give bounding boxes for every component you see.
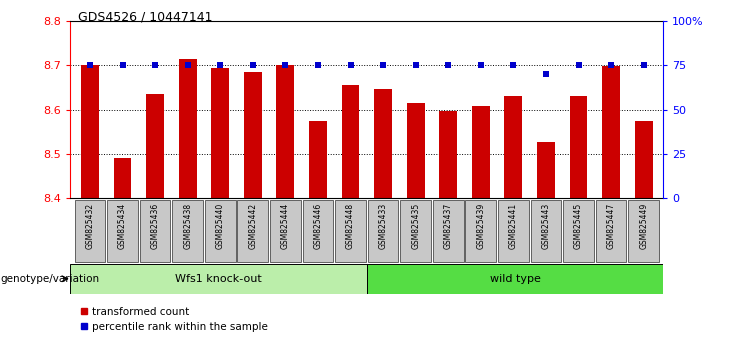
Bar xyxy=(374,88,392,198)
Bar xyxy=(400,200,431,262)
Text: GSM825437: GSM825437 xyxy=(444,202,453,249)
Bar xyxy=(465,200,496,262)
Point xyxy=(345,63,356,68)
Point xyxy=(214,63,226,68)
Bar xyxy=(302,200,333,262)
Text: wild type: wild type xyxy=(490,274,540,284)
Legend: transformed count, percentile rank within the sample: transformed count, percentile rank withi… xyxy=(76,303,272,336)
Bar xyxy=(107,200,138,262)
Bar xyxy=(498,200,528,262)
Bar xyxy=(81,65,99,198)
Text: GSM825438: GSM825438 xyxy=(183,202,192,249)
Bar xyxy=(635,121,653,198)
Point xyxy=(442,63,454,68)
Point xyxy=(573,63,585,68)
Bar xyxy=(237,200,268,262)
Point xyxy=(312,63,324,68)
Point xyxy=(279,63,291,68)
Point xyxy=(508,63,519,68)
Point xyxy=(116,63,128,68)
Bar xyxy=(270,200,301,262)
Bar xyxy=(367,264,663,294)
Text: GSM825445: GSM825445 xyxy=(574,202,583,249)
Bar xyxy=(563,200,594,262)
Bar xyxy=(472,106,490,198)
Bar xyxy=(75,200,105,262)
Bar xyxy=(211,68,229,198)
Point xyxy=(410,63,422,68)
Bar xyxy=(505,96,522,198)
Point xyxy=(247,63,259,68)
Bar xyxy=(433,200,464,262)
Text: GSM825446: GSM825446 xyxy=(313,202,322,249)
Text: GSM825436: GSM825436 xyxy=(150,202,159,249)
Bar xyxy=(113,159,131,198)
Point xyxy=(84,63,96,68)
Text: GSM825443: GSM825443 xyxy=(542,202,551,249)
Bar xyxy=(342,85,359,198)
Point xyxy=(540,72,552,77)
Bar xyxy=(140,200,170,262)
Text: GSM825435: GSM825435 xyxy=(411,202,420,249)
Bar xyxy=(244,72,262,198)
Bar xyxy=(335,200,366,262)
Text: GSM825449: GSM825449 xyxy=(639,202,648,249)
Point xyxy=(149,63,161,68)
Bar xyxy=(439,111,457,198)
Text: genotype/variation: genotype/variation xyxy=(1,274,100,284)
Text: GSM825439: GSM825439 xyxy=(476,202,485,249)
Point xyxy=(605,63,617,68)
Text: GSM825447: GSM825447 xyxy=(607,202,616,249)
Bar xyxy=(146,94,164,198)
Point xyxy=(638,63,650,68)
Point xyxy=(182,63,193,68)
Bar xyxy=(602,67,620,198)
Bar xyxy=(205,200,236,262)
Text: GSM825434: GSM825434 xyxy=(118,202,127,249)
Bar xyxy=(368,200,399,262)
Bar xyxy=(276,65,294,198)
Bar xyxy=(407,103,425,198)
Text: Wfs1 knock-out: Wfs1 knock-out xyxy=(175,274,262,284)
Bar xyxy=(173,200,203,262)
Text: GDS4526 / 10447141: GDS4526 / 10447141 xyxy=(78,11,213,24)
Bar xyxy=(537,142,555,198)
Bar xyxy=(179,59,196,198)
Text: GSM825440: GSM825440 xyxy=(216,202,225,249)
Text: GSM825444: GSM825444 xyxy=(281,202,290,249)
Point xyxy=(377,63,389,68)
Text: GSM825442: GSM825442 xyxy=(248,202,257,249)
Text: GSM825448: GSM825448 xyxy=(346,202,355,249)
Bar xyxy=(70,264,367,294)
Point xyxy=(475,63,487,68)
Text: GSM825441: GSM825441 xyxy=(509,202,518,249)
Bar xyxy=(570,96,588,198)
Bar xyxy=(596,200,626,262)
Text: GSM825432: GSM825432 xyxy=(85,202,94,249)
Bar xyxy=(531,200,561,262)
Text: GSM825433: GSM825433 xyxy=(379,202,388,249)
Bar xyxy=(628,200,659,262)
Bar xyxy=(309,121,327,198)
